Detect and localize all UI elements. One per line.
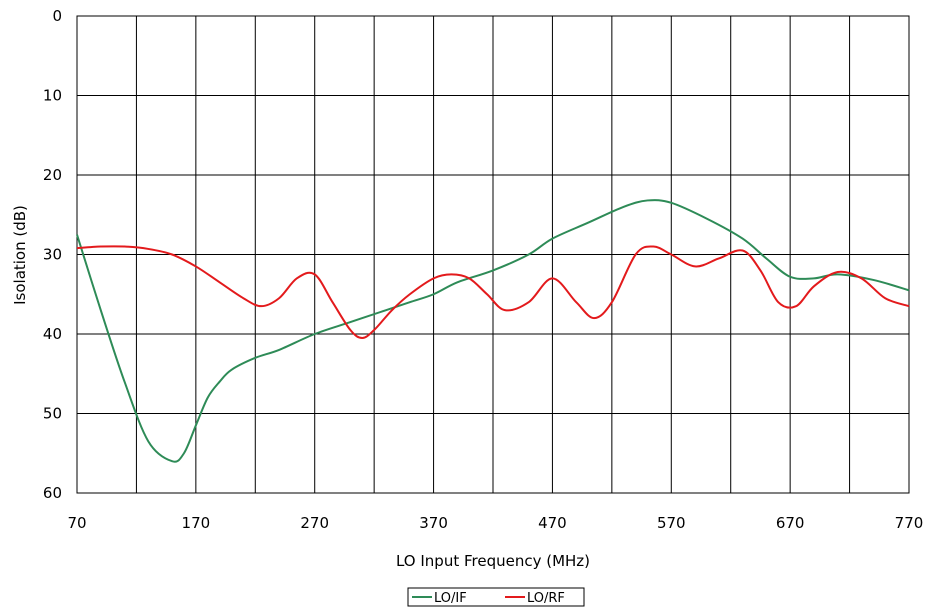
x-tick-label: 70 <box>67 514 86 532</box>
series-line-lo-rf <box>76 245 910 339</box>
legend: LO/IF LO/RF <box>407 587 585 607</box>
y-tick-label: 20 <box>43 166 62 184</box>
y-axis-label: Isolation (dB) <box>11 205 29 305</box>
x-tick-label: 570 <box>657 514 686 532</box>
x-tick-label: 470 <box>538 514 567 532</box>
series-layer <box>76 199 910 463</box>
y-tick-label: 60 <box>43 484 62 502</box>
legend-box <box>407 587 585 607</box>
y-tick-label: 40 <box>43 325 62 343</box>
legend-label-lo-if: LO/IF <box>434 591 467 606</box>
x-tick-label: 670 <box>776 514 805 532</box>
series-line-lo-if <box>76 199 910 463</box>
y-tick-label: 50 <box>43 405 62 423</box>
legend-label-lo-rf: LO/RF <box>527 591 565 606</box>
x-tick-label: 270 <box>300 514 329 532</box>
x-tick-labels: 70 170 270 370 470 570 670 770 <box>67 514 923 532</box>
x-tick-label: 370 <box>419 514 448 532</box>
x-tick-label: 170 <box>182 514 211 532</box>
y-tick-label: 0 <box>52 7 62 25</box>
y-tick-label: 10 <box>43 87 62 105</box>
y-tick-labels: 0 10 20 30 40 50 60 <box>43 7 62 502</box>
plot-frame <box>76 15 910 494</box>
x-tick-label: 770 <box>895 514 924 532</box>
y-tick-label: 30 <box>43 246 62 264</box>
x-axis-label: LO Input Frequency (MHz) <box>396 552 590 570</box>
